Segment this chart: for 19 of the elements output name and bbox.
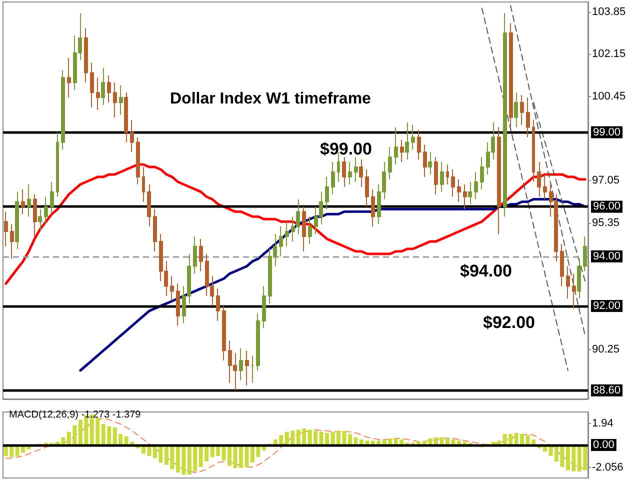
ref-line-label: 96.00	[593, 200, 621, 213]
annotation: $94.00	[460, 261, 512, 280]
ref-line-label: 99.00	[593, 126, 621, 138]
y-tick-label: 100.45	[592, 90, 626, 102]
ref-line-label: 0.00	[593, 439, 614, 451]
y-tick-label: 1.94	[592, 418, 614, 430]
y-tick-label: -2.056	[592, 462, 624, 474]
y-tick-label: 103.85	[592, 6, 626, 18]
annotation: $92.00	[483, 312, 535, 332]
ref-line-label: 94.00	[593, 250, 621, 262]
y-tick-label: 90.25	[592, 343, 620, 356]
ref-line-label: 92.00	[593, 300, 621, 312]
y-tick-label: 97.05	[592, 174, 620, 187]
annotation: $99.00	[320, 139, 372, 158]
chart-title: MACD(12,26,9) -1.273 -1.379	[9, 410, 142, 420]
text: Dollar Index W1 timeframe	[170, 90, 372, 108]
y-tick-label: 102.15	[592, 48, 626, 60]
y-tick-label: 95.35	[592, 216, 620, 229]
ref-line-label: 88.60	[593, 384, 621, 396]
